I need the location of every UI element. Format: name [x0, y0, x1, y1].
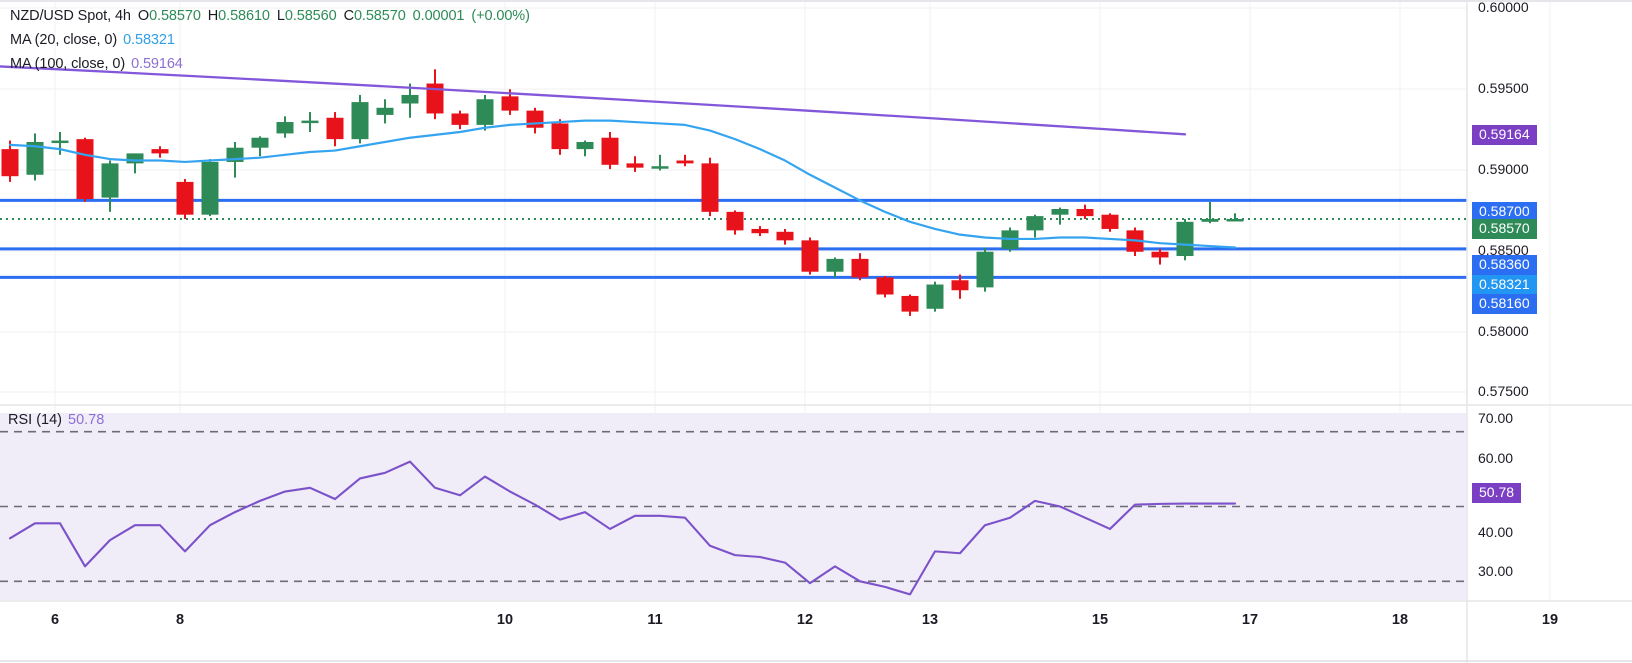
rsi-label: RSI (14) — [8, 412, 62, 428]
low-label: L — [276, 8, 285, 24]
time-tick-9: 19 — [1541, 612, 1559, 628]
open-value: 0.58570 — [149, 8, 201, 24]
support-1-badge[interactable]: 0.58360 — [1472, 255, 1537, 275]
price-tick-3: 0.58500 — [1478, 242, 1529, 258]
ma100-line — [0, 65, 1187, 136]
time-tick-3: 11 — [647, 612, 663, 628]
rsi-tick-1: 60.00 — [1478, 450, 1514, 466]
change-absolute: 0.00001 — [412, 8, 465, 24]
time-tick-1: 8 — [175, 612, 185, 628]
price-tick-1: 0.59500 — [1478, 80, 1529, 96]
time-tick-0: 6 — [50, 612, 60, 628]
price-tick-0: 0.60000 — [1478, 0, 1529, 15]
ma20-value: 0.58321 — [123, 32, 175, 48]
ma20-price-badge[interactable]: 0.58321 — [1472, 275, 1537, 295]
time-tick-5: 13 — [921, 612, 939, 628]
support-2-badge[interactable]: 0.58160 — [1472, 294, 1537, 314]
time-tick-2: 10 — [496, 612, 514, 628]
symbol-label: NZD/USD Spot, 4h — [10, 8, 131, 24]
rsi-tick-2: 40.00 — [1478, 524, 1514, 540]
chart-legend-ma20[interactable]: MA (20, close, 0) 0.58321 — [10, 32, 175, 48]
close-label: C — [343, 8, 354, 24]
high-value: 0.58610 — [218, 8, 270, 24]
low-value: 0.58560 — [284, 8, 337, 24]
price-tick-4: 0.58000 — [1478, 323, 1529, 339]
rsi-value-badge[interactable]: 50.78 — [1472, 483, 1522, 503]
rsi-band-lines — [0, 430, 1467, 583]
chart-legend-ohlc: NZD/USD Spot, 4h O0.58570 H0.58610 L0.58560… — [10, 8, 530, 24]
rsi-value: 50.78 — [68, 412, 105, 428]
rsi-tick-0: 70.00 — [1478, 410, 1514, 426]
ma20-label: MA (20, close, 0) — [10, 32, 118, 48]
open-label: O — [137, 8, 150, 24]
time-tick-6: 15 — [1091, 612, 1109, 628]
time-tick-4: 12 — [796, 612, 814, 628]
close-value: 0.58570 — [353, 8, 406, 24]
ma100-label: MA (100, close, 0) — [10, 56, 126, 72]
high-label: H — [207, 8, 219, 24]
ma100-price-badge[interactable]: 0.59164 — [1472, 125, 1537, 145]
chart-legend-ma100[interactable]: MA (100, close, 0) 0.59164 — [10, 56, 183, 72]
rsi-legend[interactable]: RSI (14) 50.78 — [8, 412, 104, 428]
price-tick-2: 0.59000 — [1478, 161, 1529, 177]
last-price-badge[interactable]: 0.58570 — [1472, 219, 1537, 239]
time-tick-7: 17 — [1241, 612, 1259, 628]
time-tick-8: 18 — [1391, 612, 1409, 628]
resistance-badge[interactable]: 0.58700 — [1472, 202, 1537, 222]
change-percent: (+0.00%) — [471, 8, 530, 24]
rsi-tick-3: 30.00 — [1478, 563, 1514, 579]
rsi-line — [8, 460, 1237, 596]
price-tick-5: 0.57500 — [1478, 383, 1529, 399]
ma100-value: 0.59164 — [131, 56, 183, 72]
ma20-line — [8, 119, 1237, 249]
